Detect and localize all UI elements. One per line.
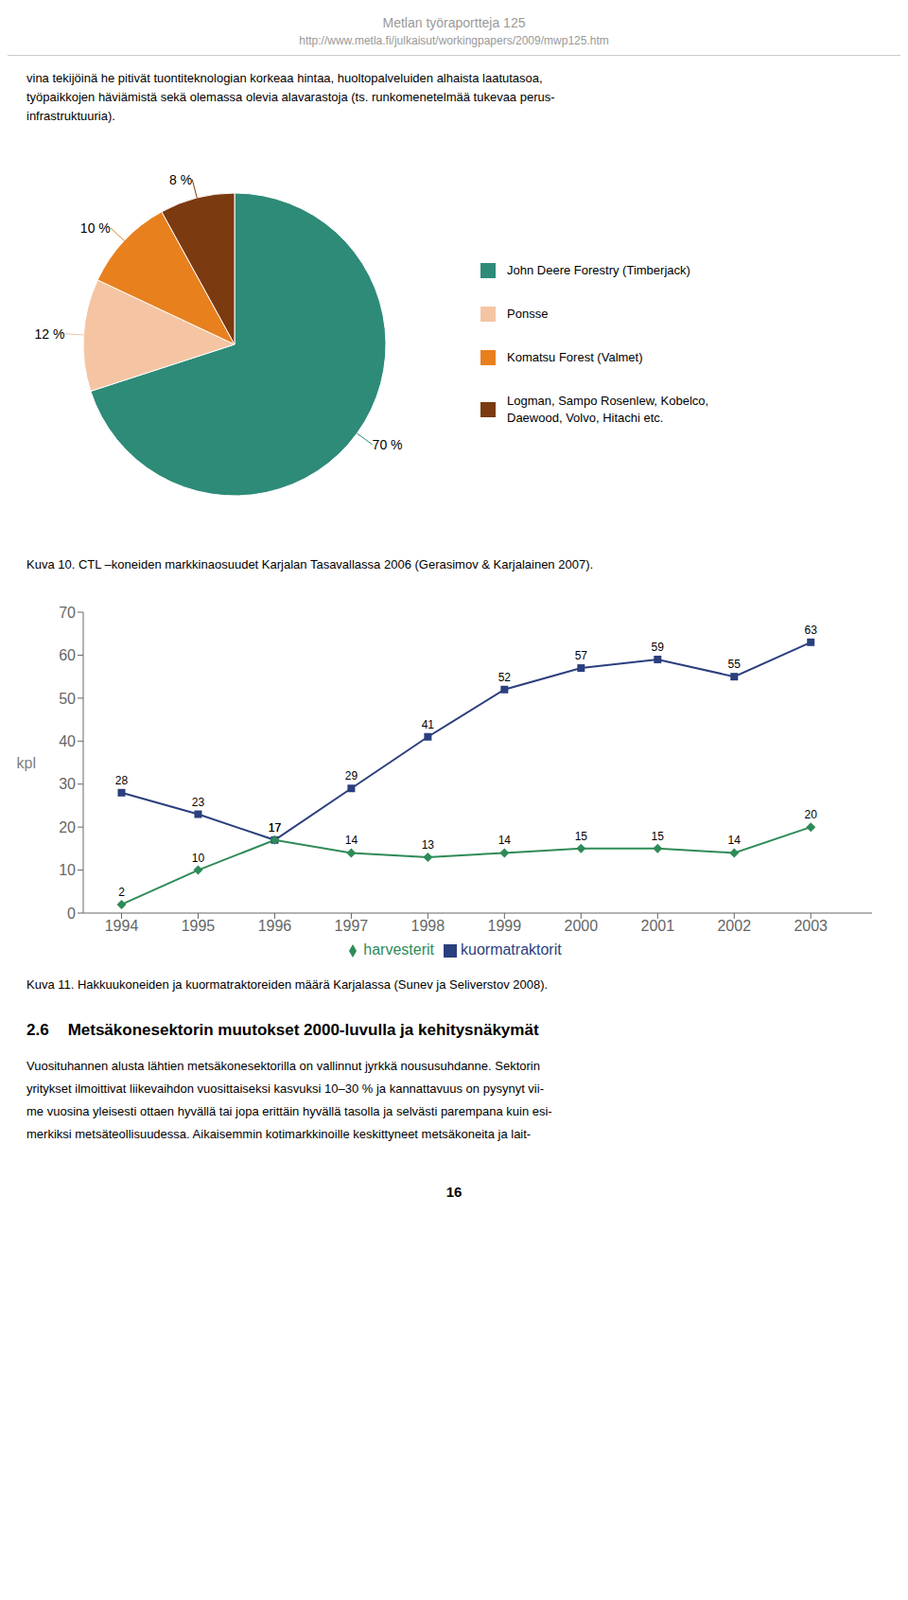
html-text:16: 16 (446, 1183, 462, 1200)
svg-text:1994: 1994 (104, 917, 140, 934)
svg-text:52: 52 (498, 670, 512, 684)
svg-text:1996: 1996 (258, 917, 293, 934)
svg-text:12 %: 12 % (34, 326, 65, 342)
html-text:infrastruktuuria).: infrastruktuuria). (26, 108, 116, 123)
html-text:vina tekijöinä he pitivät tuon: vina tekijöinä he pitivät tuontiteknolog… (26, 70, 543, 86)
svg-text:1995: 1995 (181, 917, 216, 934)
svg-text:28: 28 (115, 773, 129, 787)
html-text:Komatsu Forest (Valmet): Komatsu Forest (Valmet) (506, 349, 643, 365)
svg-text:14: 14 (728, 833, 742, 847)
svg-text:59: 59 (651, 640, 665, 654)
svg-text:2003: 2003 (793, 917, 828, 934)
svg-text:15: 15 (575, 829, 589, 843)
html-text:yritykset ilmoittivat liikevai: yritykset ilmoittivat liikevaihdon vuosi… (26, 1081, 544, 1096)
svg-text:50: 50 (58, 690, 76, 707)
svg-text:10: 10 (192, 851, 206, 865)
html-text:John Deere Forestry (Timberjac: John Deere Forestry (Timberjack) (506, 262, 691, 278)
svg-text:70: 70 (58, 604, 76, 621)
svg-text:1998: 1998 (411, 917, 446, 934)
svg-text:1997: 1997 (334, 917, 369, 934)
html-text:harvesterit: harvesterit (363, 941, 435, 958)
svg-text:kpl: kpl (17, 754, 36, 771)
svg-text:10 %: 10 % (80, 220, 111, 236)
html-text:Kuva 10. CTL –koneiden markkin: Kuva 10. CTL –koneiden markkinaosuudet K… (26, 557, 594, 572)
svg-text:2: 2 (118, 885, 125, 899)
svg-text:55: 55 (728, 657, 742, 671)
svg-text:10: 10 (58, 861, 76, 878)
svg-text:17: 17 (268, 820, 282, 835)
svg-text:14: 14 (498, 833, 512, 847)
svg-text:40: 40 (58, 733, 76, 750)
html-text:merkiksi metsäteollisuudessa.: merkiksi metsäteollisuudessa. Aikaisemmi… (26, 1126, 531, 1141)
html-text:Ponsse: Ponsse (506, 306, 549, 321)
svg-text:23: 23 (192, 795, 206, 809)
svg-text:14: 14 (345, 833, 359, 847)
svg-text:29: 29 (345, 768, 359, 783)
svg-text:13: 13 (421, 838, 436, 852)
svg-text:57: 57 (575, 648, 589, 663)
svg-text:70 %: 70 % (372, 436, 403, 453)
svg-text:8 %: 8 % (169, 172, 193, 188)
svg-text:2001: 2001 (640, 917, 675, 934)
html-text:Metsäkonesektorin muutokset 20: Metsäkonesektorin muutokset 2000-luvulla… (67, 1020, 539, 1039)
html-text:Vuosituhannen alusta lähtien m: Vuosituhannen alusta lähtien metsäkonese… (26, 1058, 541, 1073)
html-text:kuormatraktorit: kuormatraktorit (460, 941, 562, 958)
svg-text:63: 63 (804, 623, 819, 637)
svg-text:0: 0 (67, 905, 76, 922)
svg-text:20: 20 (58, 819, 76, 836)
svg-text:2002: 2002 (716, 917, 751, 934)
html-text:Kuva 11. Hakkuukoneiden ja kuo: Kuva 11. Hakkuukoneiden ja kuormatraktor… (26, 977, 548, 992)
html-text:Daewood, Volvo, Hitachi etc.: Daewood, Volvo, Hitachi etc. (506, 410, 664, 425)
html-text:Logman, Sampo Rosenlew, Kobelc: Logman, Sampo Rosenlew, Kobelco, (506, 393, 709, 408)
svg-text:20: 20 (804, 807, 819, 821)
svg-text:30: 30 (58, 775, 76, 792)
svg-text:17: 17 (268, 820, 282, 835)
html-text:2.6: 2.6 (26, 1020, 49, 1039)
svg-text:15: 15 (651, 829, 665, 843)
svg-text:2000: 2000 (564, 917, 599, 934)
svg-text:41: 41 (421, 717, 436, 732)
html-text:työpaikkojen häviämistä sekä o: työpaikkojen häviämistä sekä olemassa ol… (26, 89, 555, 105)
html-text:Metlan työraportteja 125: Metlan työraportteja 125 (382, 15, 526, 31)
svg-text:60: 60 (58, 646, 76, 664)
svg-text:1999: 1999 (488, 917, 523, 934)
html-text:me vuosina yleisesti ottaen hy: me vuosina yleisesti ottaen hyvällä tai … (26, 1103, 553, 1118)
html-text:http://www.metla.fi/julkaisut/: http://www.metla.fi/julkaisut/workingpap… (299, 34, 609, 48)
